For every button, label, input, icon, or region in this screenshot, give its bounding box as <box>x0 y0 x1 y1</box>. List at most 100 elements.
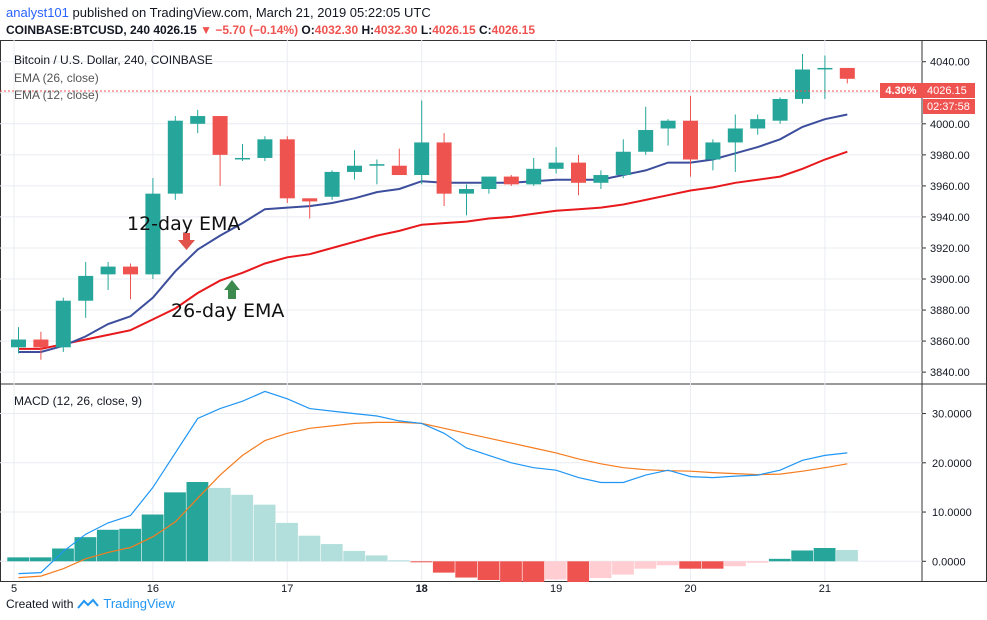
candle-body <box>593 175 609 183</box>
candle <box>436 133 452 207</box>
candle-body <box>459 188 474 194</box>
candle <box>100 261 116 290</box>
candle-body <box>660 120 676 129</box>
candle-body <box>145 193 161 275</box>
ema26-legend[interactable]: EMA (26, close) <box>14 71 99 85</box>
candle-body <box>526 168 542 185</box>
trading-chart[interactable]: 3840.00 3860.00 3880.00 3900.00 3920.00 3940.… <box>0 40 987 592</box>
macd-histogram-bar <box>589 561 612 579</box>
macd-histogram-bar <box>186 482 209 562</box>
tradingview-logo-icon <box>77 598 100 609</box>
candle-body <box>347 165 362 172</box>
candle <box>503 175 519 186</box>
high-label: H: <box>361 23 375 37</box>
candle-body <box>302 198 318 202</box>
open-label: O: <box>301 23 315 37</box>
candle-body <box>100 266 116 275</box>
macd-histogram-bar <box>29 557 52 562</box>
footer: Created with TradingView <box>6 596 175 611</box>
macd-histogram-bar <box>320 544 343 562</box>
candle-body <box>750 119 766 129</box>
candles-layer <box>11 53 855 360</box>
macd-histogram-bar <box>253 504 276 562</box>
candle-body <box>615 151 631 176</box>
macd-histogram-bar <box>724 561 746 567</box>
candle <box>369 159 385 185</box>
macd-histogram-bar <box>432 561 455 573</box>
close-value: 4026.15 <box>491 23 536 37</box>
macd-histogram-bar <box>477 561 500 581</box>
price-tick-label: 3960.00 <box>930 181 970 193</box>
macd-histogram-bar <box>455 561 478 578</box>
candle <box>705 139 721 171</box>
macd-histogram-bar <box>141 514 164 562</box>
candle-body <box>705 142 721 160</box>
candle <box>571 154 586 196</box>
annotation-26day: 26-day EMA <box>171 300 284 322</box>
candle-body <box>167 120 183 194</box>
candle <box>33 331 49 360</box>
macd-legend[interactable]: MACD (12, 26, close, 9) <box>14 394 142 408</box>
candle <box>414 100 430 185</box>
macd-histogram-layer <box>7 482 858 582</box>
candle <box>212 116 228 186</box>
candle <box>324 170 340 200</box>
candle-body <box>414 142 430 176</box>
candle <box>11 327 26 354</box>
macd-histogram-bar <box>500 561 522 582</box>
candle <box>235 143 250 162</box>
candle <box>78 261 94 318</box>
time-tick-label: 18 <box>416 583 428 592</box>
candle-body <box>11 339 26 348</box>
candle <box>459 184 474 216</box>
signal-line <box>18 421 848 579</box>
candle-body <box>503 176 519 185</box>
candle-body <box>772 98 788 121</box>
price-tick-label: 3840.00 <box>930 367 970 379</box>
price-tick-label: 3980.00 <box>930 150 970 162</box>
candle <box>347 150 362 180</box>
published-text: published on TradingView.com, March 21, … <box>72 5 431 20</box>
price-tick-label: 3940.00 <box>930 212 970 224</box>
candle <box>526 157 542 186</box>
annotation-12day: 12-day EMA <box>127 213 240 235</box>
ema12-legend[interactable]: EMA (12, close) <box>14 88 99 102</box>
candle-body <box>369 164 385 166</box>
author-link[interactable]: analyst101 <box>6 5 69 20</box>
footer-brand-link[interactable]: TradingView <box>103 596 175 611</box>
time-tick-label: 21 <box>819 583 831 592</box>
macd-histogram-bar <box>836 549 858 562</box>
price-tick-label: 3880.00 <box>930 305 970 317</box>
candle-body <box>436 142 452 194</box>
candle <box>727 114 743 172</box>
price-tag: 4.30% 4026.15 02:37:58 <box>880 83 975 114</box>
macd-histogram-bar <box>52 548 74 562</box>
candle <box>772 97 788 124</box>
candle-body <box>324 171 340 197</box>
macd-histogram-bar <box>522 561 545 582</box>
candle <box>593 170 609 189</box>
candle <box>795 53 810 104</box>
candle <box>481 176 497 194</box>
price-change: −5.70 (−0.14%) <box>215 23 299 37</box>
ema26-layer <box>18 150 848 350</box>
candle <box>817 55 833 99</box>
low-value: 4026.15 <box>432 23 476 37</box>
down-arrow-icon <box>178 233 195 250</box>
macd-histogram-bar <box>612 561 634 575</box>
candle <box>145 178 161 280</box>
macd-histogram-bar <box>567 561 590 582</box>
macd-histogram-bar <box>119 528 142 562</box>
axis-labels-layer: 3840.00 3860.00 3880.00 3900.00 3920.00 3940.… <box>11 57 972 592</box>
candle <box>750 114 766 135</box>
candle-body <box>638 130 654 152</box>
macd-histogram-bar <box>656 561 679 566</box>
macd-histogram-bar <box>768 558 791 562</box>
price-tick-label: 3860.00 <box>930 336 970 348</box>
macd-tick-label: 0.0000 <box>932 556 966 568</box>
candle <box>123 263 138 300</box>
price-tick-label: 3920.00 <box>930 243 970 255</box>
candle-body <box>817 67 833 70</box>
candle <box>55 297 71 352</box>
candle <box>279 136 295 203</box>
